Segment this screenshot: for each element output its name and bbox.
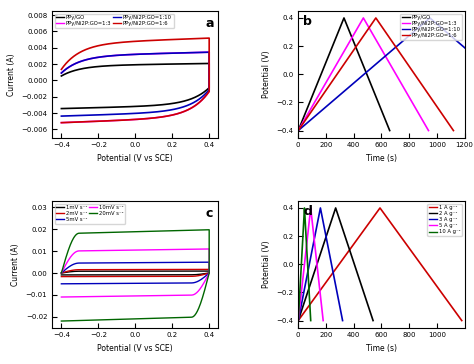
Y-axis label: Current (A): Current (A) bbox=[7, 53, 16, 96]
Text: a: a bbox=[205, 17, 214, 30]
Y-axis label: Potential (V): Potential (V) bbox=[262, 241, 271, 288]
Legend: 1 A g⁻¹, 2 A g⁻¹, 3 A g⁻¹, 5 A g⁻¹, 10 A g⁻¹: 1 A g⁻¹, 2 A g⁻¹, 3 A g⁻¹, 5 A g⁻¹, 10 A… bbox=[428, 203, 462, 236]
Text: b: b bbox=[303, 15, 312, 28]
Text: c: c bbox=[205, 207, 212, 220]
X-axis label: Potential (V vs SCE): Potential (V vs SCE) bbox=[98, 344, 173, 353]
Y-axis label: Current (A): Current (A) bbox=[11, 243, 20, 286]
Legend: 1mV s⁻¹, 2mV s⁻¹, 5mV s⁻¹, 10mV s⁻¹, 20mV s⁻¹: 1mV s⁻¹, 2mV s⁻¹, 5mV s⁻¹, 10mV s⁻¹, 20m… bbox=[55, 203, 125, 224]
X-axis label: Time (s): Time (s) bbox=[366, 154, 397, 163]
X-axis label: Potential (V vs SCE): Potential (V vs SCE) bbox=[98, 154, 173, 163]
Legend: PPy/GO, PPy/Ni2P:GO=1:3, PPy/Ni2P:GO=1:10, PPy/Ni2P:GO=1:6: PPy/GO, PPy/Ni2P:GO=1:3, PPy/Ni2P:GO=1:1… bbox=[55, 13, 173, 28]
Y-axis label: Potential (V): Potential (V) bbox=[262, 51, 271, 98]
X-axis label: Time (s): Time (s) bbox=[366, 344, 397, 353]
Legend: PPy/GO, PPy/Ni2P:GO=1:3, PPy/Ni2P:GO=1:10, PPy/Ni2P:GO=1:6: PPy/GO, PPy/Ni2P:GO=1:3, PPy/Ni2P:GO=1:1… bbox=[400, 13, 462, 40]
Text: d: d bbox=[303, 205, 312, 218]
